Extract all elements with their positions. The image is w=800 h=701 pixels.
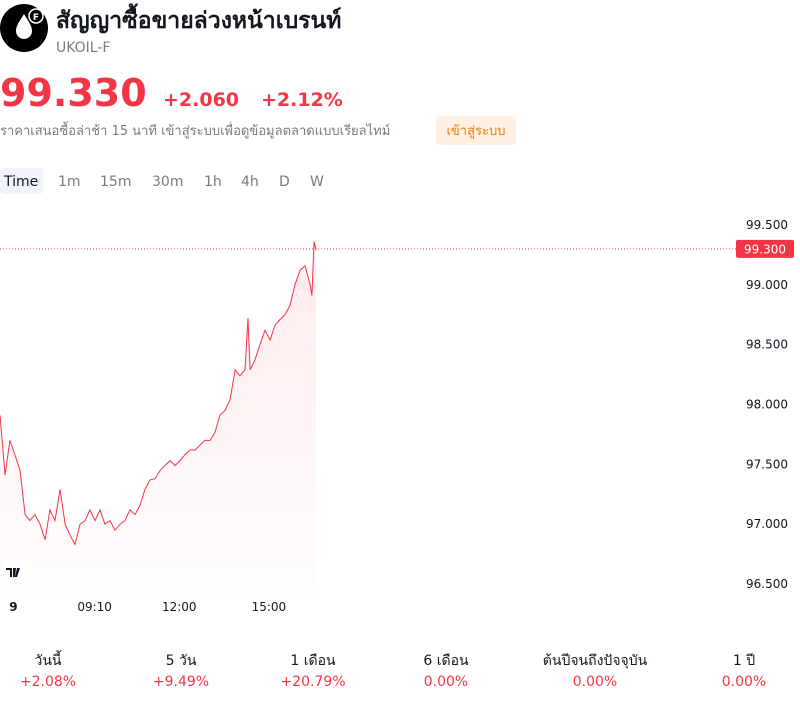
symbol-icon: F [0, 4, 48, 52]
change: +2.060 [163, 89, 239, 111]
performance-value: 0.00% [722, 674, 766, 690]
timeframe-tab[interactable]: 30m [152, 174, 183, 190]
timeframe-tabs: Time 1m 15m 30m 1h 4h D W [3, 174, 324, 190]
tv-logo [2, 561, 26, 585]
change-percent: +2.12% [261, 89, 343, 111]
timeframe-tab[interactable]: 4h [241, 174, 259, 190]
last-price-label: 99.300 [744, 242, 786, 256]
y-tick-label: 96.500 [746, 577, 788, 591]
performance-label[interactable]: 6 เดือน [423, 653, 469, 669]
y-tick-label: 97.500 [746, 457, 788, 471]
last-price-box [736, 239, 794, 258]
timeframe-tab[interactable]: 1m [58, 174, 81, 190]
delay-note: ราคาเสนอซื้อล่าช้า 15 นาที เข้าสู่ระบบเพ… [0, 121, 390, 139]
x-tick-label: 12:00 [162, 600, 197, 614]
y-tick-label: 99.500 [746, 218, 788, 232]
title: สัญญาซื้อขายล่วงหน้าเบรนท์ [56, 3, 341, 34]
performance-value: +9.49% [153, 674, 209, 690]
login-label[interactable]: เข้าสู่ระบบ [446, 124, 505, 139]
x-tick-label: 09:10 [77, 600, 112, 614]
x-tick-label: 9 [9, 600, 17, 614]
performance-value: +2.08% [20, 674, 76, 690]
performance-label[interactable]: 5 วัน [166, 653, 197, 669]
y-tick-label: 98.000 [746, 397, 788, 411]
performance-label[interactable]: 1 ปี [733, 653, 755, 669]
login-button[interactable]: เข้าสู่ระบบ [436, 116, 516, 145]
timeframe-tab[interactable]: 15m [100, 174, 131, 190]
y-tick-label: 97.000 [746, 517, 788, 531]
performance: วันนี้ +2.08% 5 วัน +9.49% 1 เดือน +20.79% 6 เ… [20, 650, 766, 690]
symbol: UKOIL-F [56, 40, 110, 56]
performance-value: 0.00% [573, 674, 617, 690]
y-tick-label: 98.500 [746, 338, 788, 352]
performance-value: 0.00% [424, 674, 468, 690]
y-tick-label: 99.000 [746, 278, 788, 292]
performance-label[interactable]: ต้นปีจนถึงปัจจุบัน [543, 653, 648, 669]
timeframe-tab[interactable]: D [279, 174, 290, 190]
performance-value: +20.79% [280, 674, 345, 690]
performance-label[interactable]: 1 เดือน [290, 653, 336, 669]
active-tab-bg [0, 168, 43, 194]
price-line [0, 241, 317, 546]
timeframe-tab[interactable]: 1h [204, 174, 222, 190]
x-tick-label: 15:00 [252, 600, 287, 614]
timeframe-tab[interactable]: Time [3, 174, 38, 190]
area [0, 241, 317, 596]
timeframe-tab[interactable]: W [310, 174, 324, 190]
chart: 96.500 97.000 97.500 98.000 98.500 99.000 99.5… [0, 218, 794, 614]
price: 99.330 [0, 71, 147, 115]
performance-label[interactable]: วันนี้ [34, 650, 62, 669]
svg-text:F: F [33, 13, 39, 23]
